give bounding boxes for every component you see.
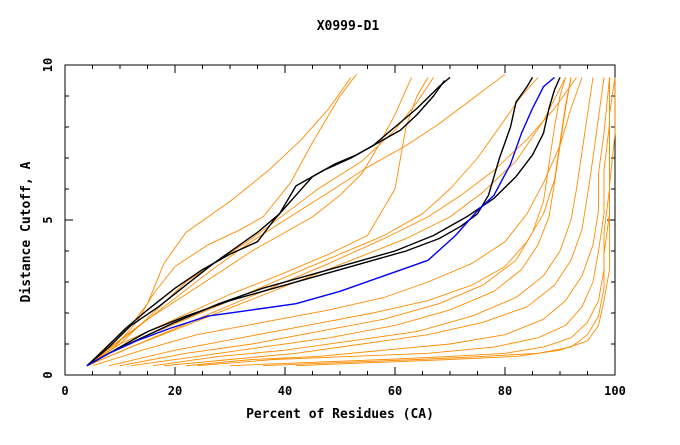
x-tick-label: 80 xyxy=(498,384,512,398)
plot-area-frame xyxy=(64,64,616,376)
x-tick-label: 40 xyxy=(278,384,292,398)
x-tick-label: 100 xyxy=(604,384,626,398)
series-line-orange xyxy=(196,77,610,367)
series-line-orange xyxy=(86,73,506,367)
series-line-orange xyxy=(86,77,429,367)
series-line-orange xyxy=(86,77,352,367)
y-tick-label: 0 xyxy=(41,371,55,378)
series-line-orange xyxy=(185,77,610,367)
series-line-orange xyxy=(86,77,539,367)
series-line-black xyxy=(86,77,534,367)
y-tick-label: 10 xyxy=(41,58,55,72)
series-line-orange xyxy=(86,77,566,367)
series-line-orange xyxy=(229,77,610,367)
series-line-orange xyxy=(130,77,572,367)
x-tick-label: 0 xyxy=(61,384,68,398)
series-line-orange xyxy=(262,77,616,367)
series-line-orange xyxy=(163,77,605,367)
x-axis-label: Percent of Residues (CA) xyxy=(246,407,434,422)
series-line-black xyxy=(86,76,451,367)
series-line-orange xyxy=(108,77,572,367)
series-line-black xyxy=(86,77,561,367)
series-line-orange xyxy=(92,77,583,367)
series-line-orange xyxy=(86,77,577,367)
series-line-orange xyxy=(119,77,566,367)
series-line-orange xyxy=(86,74,357,367)
y-axis-label: Distance Cutoff, A xyxy=(19,161,34,302)
series-line-orange xyxy=(152,77,594,367)
series-line-black xyxy=(86,80,446,367)
x-tick-label: 20 xyxy=(168,384,182,398)
x-tick-label: 60 xyxy=(388,384,402,398)
y-axis: 0 5 10 xyxy=(41,58,615,379)
series-line-orange xyxy=(295,77,616,367)
series-line-orange xyxy=(86,77,412,367)
y-tick-label: 5 xyxy=(41,216,55,223)
chart-title: X0999-D1 xyxy=(317,19,380,34)
series-layer xyxy=(86,73,616,367)
x-axis: 0 20 40 60 80 100 xyxy=(61,65,626,398)
series-line-blue xyxy=(86,76,555,367)
